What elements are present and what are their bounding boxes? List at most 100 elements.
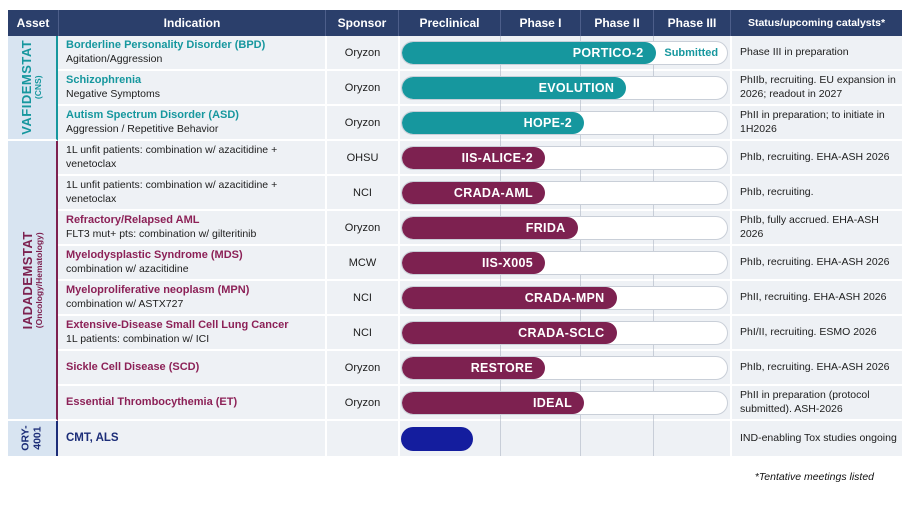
trial-bar-track: FRIDA xyxy=(401,215,728,240)
trial-bar-cell: IIS-X005 xyxy=(398,246,730,281)
trial-name-label: CRADA-AML xyxy=(453,185,533,200)
indication-subtitle: combination w/ azacitidine xyxy=(66,262,189,275)
col-header-preclinical: Preclinical xyxy=(398,10,500,36)
trial-bar-cell: CRADA-SCLC xyxy=(398,316,730,351)
trial-bar-cell: IDEAL xyxy=(398,386,730,421)
indication-subtitle: 1L unfit patients: combination w/ azacit… xyxy=(66,144,278,170)
indication-subtitle: 1L patients: combination w/ ICI xyxy=(66,332,210,345)
trial-name-label: IIS-ALICE-2 xyxy=(461,150,533,165)
indication-cell: Schizophrenia Negative Symptoms xyxy=(58,71,325,106)
trial-bar-cell: PORTICO-2 Submitted xyxy=(398,36,730,71)
trial-bar-track: PORTICO-2 Submitted xyxy=(401,40,728,65)
status-cell: PhII in preparation; to initiate in 1H20… xyxy=(730,106,902,141)
trial-bar-track: HOPE-2 xyxy=(401,110,728,135)
trial-bar-cell xyxy=(398,421,730,456)
trial-bar-cell: HOPE-2 xyxy=(398,106,730,141)
trial-name-label: HOPE-2 xyxy=(523,115,572,130)
trial-bar-cell: RESTORE xyxy=(398,351,730,386)
sponsor-cell: Oryzon xyxy=(325,71,398,106)
trial-bar-track xyxy=(401,426,728,451)
indication-title: CMT, ALS xyxy=(66,431,119,444)
indication-title: Borderline Personality Disorder (BPD) xyxy=(66,39,266,52)
indication-title: Schizophrenia xyxy=(66,74,142,87)
trial-bar-track: RESTORE xyxy=(401,355,728,380)
indication-cell: 1L unfit patients: combination w/ azacit… xyxy=(58,141,325,176)
col-header-indication: Indication xyxy=(58,10,325,36)
indication-title: Myeloproliferative neoplasm (MPN) xyxy=(66,284,250,297)
trial-bar-fill: CRADA-AML xyxy=(402,181,545,204)
col-header-phase3: Phase III xyxy=(653,10,730,36)
indication-subtitle: combination w/ ASTX727 xyxy=(66,297,184,310)
col-header-status: Status/upcoming catalysts* xyxy=(730,10,902,36)
col-header-phase1: Phase I xyxy=(500,10,580,36)
trial-bar-cell: FRIDA xyxy=(398,211,730,246)
indication-title: Myelodysplastic Syndrome (MDS) xyxy=(66,249,243,262)
indication-cell: Myelodysplastic Syndrome (MDS) combinati… xyxy=(58,246,325,281)
trial-bar-cell: EVOLUTION xyxy=(398,71,730,106)
trial-bar-fill: CRADA-SCLC xyxy=(402,321,617,344)
status-cell: PhIIb, recruiting. EU expansion in 2026;… xyxy=(730,71,902,106)
footnote: *Tentative meetings listed xyxy=(754,471,874,483)
submitted-badge: Submitted xyxy=(664,46,719,59)
status-cell: PhII, recruiting. EHA-ASH 2026 xyxy=(730,281,902,316)
trial-bar-fill xyxy=(401,426,473,451)
indication-cell: Sickle Cell Disease (SCD) xyxy=(58,351,325,386)
sponsor-cell: Oryzon xyxy=(325,386,398,421)
trial-bar-track: IIS-ALICE-2 xyxy=(401,145,728,170)
indication-cell: Extensive-Disease Small Cell Lung Cancer… xyxy=(58,316,325,351)
trial-name-label: IDEAL xyxy=(533,395,572,410)
col-header-asset: Asset xyxy=(8,10,58,36)
status-cell: PhIb, recruiting. EHA-ASH 2026 xyxy=(730,246,902,281)
asset-group-ory4001: ORY- 4001 xyxy=(8,421,58,456)
trial-name-label: CRADA-MPN xyxy=(524,290,605,305)
asset-area-label: (CNS) xyxy=(33,75,44,100)
trial-bar-track: IDEAL xyxy=(401,390,728,415)
trial-bar-fill: CRADA-MPN xyxy=(402,286,617,309)
indication-subtitle: Negative Symptoms xyxy=(66,87,160,100)
sponsor-cell: MCW xyxy=(325,246,398,281)
trial-bar-track: CRADA-MPN xyxy=(401,285,728,310)
indication-subtitle: Agitation/Aggression xyxy=(66,52,163,65)
sponsor-cell: Oryzon xyxy=(325,351,398,386)
trial-name-label: IIS-X005 xyxy=(481,255,533,270)
asset-drug-name-line2: 4001 xyxy=(32,426,44,451)
indication-subtitle: Aggression / Repetitive Behavior xyxy=(66,122,219,135)
status-cell: PhIb, recruiting. xyxy=(730,176,902,211)
indication-cell: CMT, ALS xyxy=(58,421,325,456)
status-cell: PhIb, recruiting. EHA-ASH 2026 xyxy=(730,141,902,176)
indication-title: Refractory/Relapsed AML xyxy=(66,214,200,227)
sponsor-cell: NCI xyxy=(325,281,398,316)
trial-bar-track: IIS-X005 xyxy=(401,250,728,275)
trial-bar-track: EVOLUTION xyxy=(401,75,728,100)
indication-title: Sickle Cell Disease (SCD) xyxy=(66,360,200,373)
indication-cell: Refractory/Relapsed AML FLT3 mut+ pts: c… xyxy=(58,211,325,246)
asset-area-label: (Oncology/Hematology) xyxy=(33,232,44,328)
status-cell: PhI/II, recruiting. ESMO 2026 xyxy=(730,316,902,351)
sponsor-cell: OHSU xyxy=(325,141,398,176)
trial-bar-fill: IDEAL xyxy=(402,391,584,414)
trial-bar-fill: IIS-ALICE-2 xyxy=(402,146,545,169)
col-header-phase2: Phase II xyxy=(580,10,653,36)
indication-cell: Borderline Personality Disorder (BPD) Ag… xyxy=(58,36,325,71)
trial-name-label: FRIDA xyxy=(525,220,566,235)
trial-bar-fill: EVOLUTION xyxy=(402,76,627,99)
indication-title: Autism Spectrum Disorder (ASD) xyxy=(66,109,239,122)
indication-title: Essential Thrombocythemia (ET) xyxy=(66,395,238,408)
trial-bar-cell: IIS-ALICE-2 xyxy=(398,141,730,176)
trial-bar-cell: CRADA-MPN xyxy=(398,281,730,316)
trial-bar-cell: CRADA-AML xyxy=(398,176,730,211)
indication-cell: 1L unfit patients: combination w/ azacit… xyxy=(58,176,325,211)
sponsor-cell xyxy=(325,421,398,456)
status-cell: PhIb, recruiting. EHA-ASH 2026 xyxy=(730,351,902,386)
trial-name-label: CRADA-SCLC xyxy=(518,325,605,340)
sponsor-cell: NCI xyxy=(325,316,398,351)
trial-bar-fill: RESTORE xyxy=(402,356,545,379)
trial-bar-fill: IIS-X005 xyxy=(402,251,545,274)
sponsor-cell: Oryzon xyxy=(325,211,398,246)
trial-bar-fill: HOPE-2 xyxy=(402,111,584,134)
trial-bar-track: CRADA-SCLC xyxy=(401,320,728,345)
status-cell: IND-enabling Tox studies ongoing xyxy=(730,421,902,456)
trial-bar-fill: FRIDA xyxy=(402,216,578,239)
trial-bar-fill: PORTICO-2 xyxy=(402,41,656,64)
trial-name-label: PORTICO-2 xyxy=(572,45,644,60)
